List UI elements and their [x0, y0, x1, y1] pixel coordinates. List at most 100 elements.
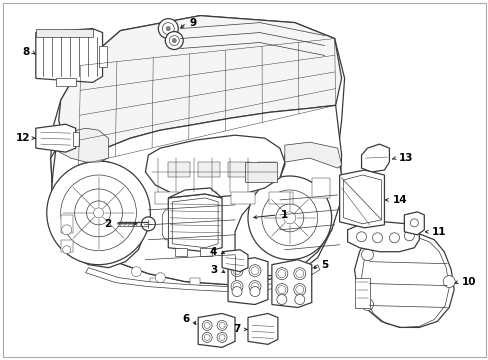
Polygon shape	[347, 222, 419, 252]
Bar	[155, 192, 179, 204]
Bar	[244, 162, 276, 182]
Text: 8: 8	[22, 48, 30, 58]
Bar	[190, 278, 200, 285]
Circle shape	[372, 233, 382, 243]
Circle shape	[356, 232, 366, 242]
Text: 10: 10	[461, 276, 476, 287]
Polygon shape	[198, 314, 235, 347]
Polygon shape	[168, 188, 222, 198]
Polygon shape	[59, 15, 341, 165]
Text: 5: 5	[320, 260, 327, 270]
Polygon shape	[361, 144, 388, 172]
Bar	[56, 78, 76, 86]
Circle shape	[275, 284, 287, 296]
Circle shape	[141, 217, 155, 231]
Bar	[61, 240, 73, 252]
Circle shape	[276, 294, 286, 305]
Circle shape	[295, 270, 303, 278]
Polygon shape	[85, 265, 319, 292]
Circle shape	[233, 267, 241, 275]
Polygon shape	[404, 212, 424, 235]
Bar	[61, 215, 73, 233]
Bar	[258, 162, 275, 177]
Bar	[268, 192, 292, 204]
Text: 4: 4	[209, 247, 217, 257]
Circle shape	[169, 36, 179, 45]
Circle shape	[361, 249, 373, 261]
Bar	[227, 162, 249, 177]
Text: 11: 11	[431, 227, 446, 237]
Polygon shape	[162, 210, 168, 240]
Text: 7: 7	[233, 324, 241, 334]
Polygon shape	[222, 250, 247, 272]
Circle shape	[409, 219, 417, 227]
Polygon shape	[247, 314, 277, 345]
Circle shape	[247, 176, 331, 260]
Bar	[193, 192, 217, 204]
Bar	[200, 248, 212, 256]
Circle shape	[230, 265, 243, 276]
Circle shape	[404, 231, 413, 241]
Circle shape	[275, 204, 303, 232]
Polygon shape	[271, 260, 311, 307]
Circle shape	[277, 285, 285, 293]
Circle shape	[442, 276, 454, 288]
Bar	[175, 248, 187, 256]
Bar	[36, 28, 92, 37]
Bar	[99, 45, 106, 67]
Circle shape	[262, 190, 317, 246]
Circle shape	[165, 32, 183, 50]
Bar	[272, 278, 282, 285]
Circle shape	[202, 320, 212, 330]
Bar	[150, 278, 160, 285]
Circle shape	[233, 283, 241, 291]
Text: 2: 2	[104, 219, 111, 229]
Bar	[354, 278, 369, 307]
Bar	[311, 178, 329, 198]
Circle shape	[203, 334, 210, 340]
Circle shape	[202, 332, 212, 342]
Circle shape	[294, 294, 304, 305]
Circle shape	[293, 284, 305, 296]
Polygon shape	[168, 194, 222, 252]
Polygon shape	[36, 124, 76, 152]
Text: 9: 9	[189, 18, 196, 28]
Text: 12: 12	[15, 133, 30, 143]
Circle shape	[61, 225, 72, 235]
Circle shape	[47, 161, 150, 265]
Circle shape	[361, 298, 373, 310]
Circle shape	[219, 323, 224, 328]
Circle shape	[248, 265, 261, 276]
Circle shape	[162, 23, 174, 35]
Polygon shape	[285, 142, 341, 168]
Circle shape	[232, 287, 242, 297]
Circle shape	[250, 283, 259, 291]
Polygon shape	[235, 148, 341, 276]
Bar	[198, 162, 220, 177]
Circle shape	[131, 267, 141, 276]
Polygon shape	[36, 28, 102, 82]
Bar	[229, 278, 240, 285]
Circle shape	[275, 268, 287, 280]
Text: 14: 14	[392, 195, 406, 205]
Circle shape	[158, 19, 178, 39]
Polygon shape	[51, 150, 145, 268]
Circle shape	[172, 39, 176, 42]
Text: 13: 13	[398, 153, 412, 163]
Circle shape	[217, 320, 226, 330]
Bar	[73, 132, 79, 146]
Polygon shape	[51, 15, 344, 285]
Polygon shape	[56, 128, 108, 162]
Circle shape	[248, 280, 261, 293]
Bar	[168, 162, 190, 177]
Bar	[230, 192, 254, 204]
Circle shape	[293, 268, 305, 280]
Polygon shape	[51, 105, 341, 285]
Polygon shape	[227, 258, 267, 305]
Circle shape	[86, 201, 110, 225]
Circle shape	[203, 323, 210, 328]
Text: 6: 6	[182, 314, 189, 324]
Circle shape	[295, 285, 303, 293]
Circle shape	[283, 212, 295, 224]
Circle shape	[155, 273, 165, 283]
